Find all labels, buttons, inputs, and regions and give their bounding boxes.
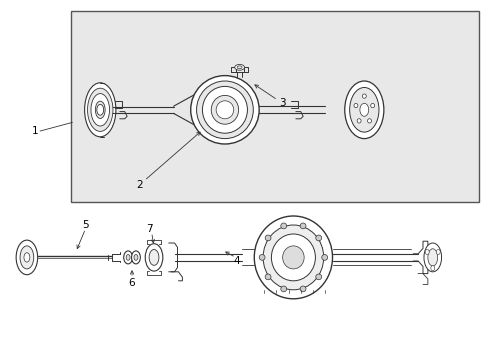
Ellipse shape: [123, 251, 132, 264]
Text: 2: 2: [136, 180, 142, 190]
Ellipse shape: [134, 255, 138, 260]
Ellipse shape: [190, 76, 259, 144]
Ellipse shape: [263, 225, 323, 290]
Ellipse shape: [211, 95, 238, 124]
Ellipse shape: [259, 255, 264, 260]
Ellipse shape: [95, 101, 105, 118]
Ellipse shape: [216, 101, 233, 119]
Text: 1: 1: [32, 126, 39, 136]
Ellipse shape: [234, 64, 244, 70]
Text: 6: 6: [128, 278, 135, 288]
Ellipse shape: [280, 223, 286, 229]
Ellipse shape: [131, 251, 140, 264]
Ellipse shape: [282, 246, 304, 269]
Ellipse shape: [202, 86, 247, 133]
Ellipse shape: [344, 81, 383, 139]
Ellipse shape: [20, 246, 34, 269]
Ellipse shape: [349, 87, 378, 132]
Text: 7: 7: [145, 224, 152, 234]
FancyBboxPatch shape: [71, 11, 478, 202]
Ellipse shape: [423, 243, 441, 272]
Ellipse shape: [84, 83, 116, 137]
Text: 3: 3: [279, 98, 285, 108]
Ellipse shape: [315, 235, 321, 241]
Ellipse shape: [367, 119, 371, 123]
Ellipse shape: [321, 255, 327, 260]
Ellipse shape: [271, 234, 315, 281]
Ellipse shape: [315, 274, 321, 280]
Text: 4: 4: [233, 256, 240, 266]
Ellipse shape: [237, 66, 242, 69]
Ellipse shape: [254, 216, 332, 299]
Ellipse shape: [87, 88, 113, 131]
Ellipse shape: [24, 253, 30, 262]
Ellipse shape: [300, 286, 305, 292]
Ellipse shape: [91, 94, 109, 126]
Ellipse shape: [16, 240, 38, 275]
Ellipse shape: [362, 94, 366, 98]
Ellipse shape: [300, 223, 305, 229]
Ellipse shape: [149, 249, 159, 265]
Ellipse shape: [196, 81, 253, 139]
Ellipse shape: [430, 266, 434, 271]
Ellipse shape: [280, 286, 286, 292]
Text: 5: 5: [82, 220, 89, 230]
Ellipse shape: [126, 255, 130, 260]
Ellipse shape: [359, 103, 368, 116]
Ellipse shape: [145, 244, 163, 271]
Ellipse shape: [356, 119, 360, 123]
Ellipse shape: [425, 249, 428, 255]
Ellipse shape: [264, 274, 270, 280]
Ellipse shape: [370, 103, 374, 108]
Ellipse shape: [264, 235, 270, 241]
Ellipse shape: [353, 103, 357, 108]
Ellipse shape: [427, 249, 437, 266]
Ellipse shape: [97, 104, 103, 115]
Ellipse shape: [435, 249, 439, 255]
